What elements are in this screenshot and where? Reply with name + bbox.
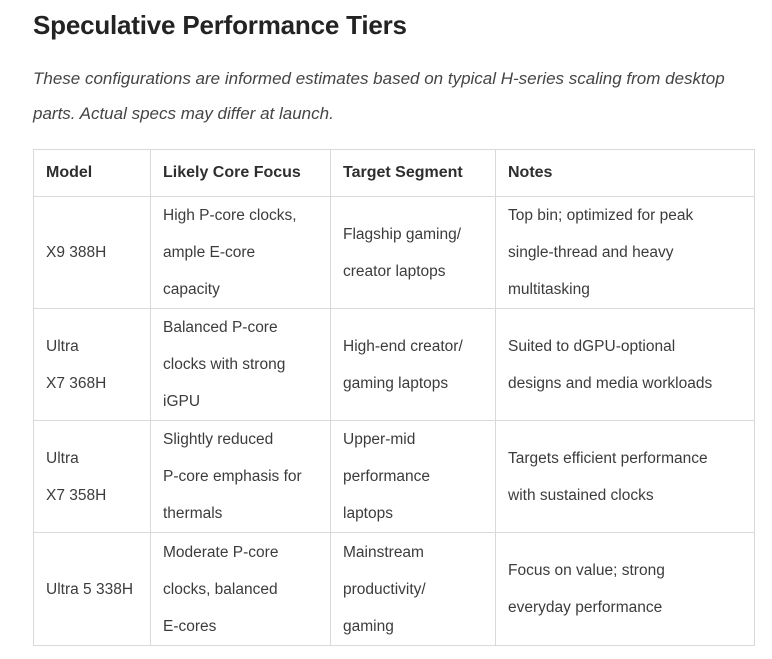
table-header-row: Model Likely Core Focus Target Segment N… — [33, 149, 755, 197]
model-cell: Ultra X7 368H — [33, 308, 151, 421]
intro-disclaimer-text: These configurations are informed estima… — [33, 69, 725, 123]
segment-cell: Upper-mid performance laptops — [330, 420, 496, 533]
table-row: Ultra X7 358H Slightly reduced P-core em… — [33, 420, 755, 533]
core-focus-cell: Balanced P-core clocks with strong iGPU — [150, 308, 331, 421]
column-header-model: Model — [33, 149, 151, 197]
model-cell: Ultra X7 358H — [33, 420, 151, 533]
column-header-notes: Notes — [495, 149, 755, 197]
page-title: Speculative Performance Tiers — [33, 10, 407, 40]
notes-cell: Top bin; optimized for peak single-threa… — [495, 196, 755, 309]
segment-cell: Flagship gaming/ creator laptops — [330, 196, 496, 309]
segment-cell: Mainstream productivity/ gaming — [330, 532, 496, 646]
model-cell: Ultra 5 338H — [33, 532, 151, 646]
column-header-core-focus: Likely Core Focus — [150, 149, 331, 197]
table-row: X9 388H High P-core clocks, ample E-core… — [33, 196, 755, 309]
segment-cell: High-end creator/ gaming laptops — [330, 308, 496, 421]
core-focus-cell: Slightly reduced P-core emphasis for the… — [150, 420, 331, 533]
table-row: Ultra X7 368H Balanced P-core clocks wit… — [33, 308, 755, 421]
core-focus-cell: High P-core clocks, ample E-core capacit… — [150, 196, 331, 309]
performance-tiers-table: Model Likely Core Focus Target Segment N… — [33, 149, 755, 646]
notes-cell: Targets efficient performance with susta… — [495, 420, 755, 533]
core-focus-cell: Moderate P-core clocks, balanced E-cores — [150, 532, 331, 646]
column-header-target-segment: Target Segment — [330, 149, 496, 197]
notes-cell: Suited to dGPU-optional designs and medi… — [495, 308, 755, 421]
notes-cell: Focus on value; strong everyday performa… — [495, 532, 755, 646]
table-row: Ultra 5 338H Moderate P-core clocks, bal… — [33, 532, 755, 646]
model-cell: X9 388H — [33, 196, 151, 309]
